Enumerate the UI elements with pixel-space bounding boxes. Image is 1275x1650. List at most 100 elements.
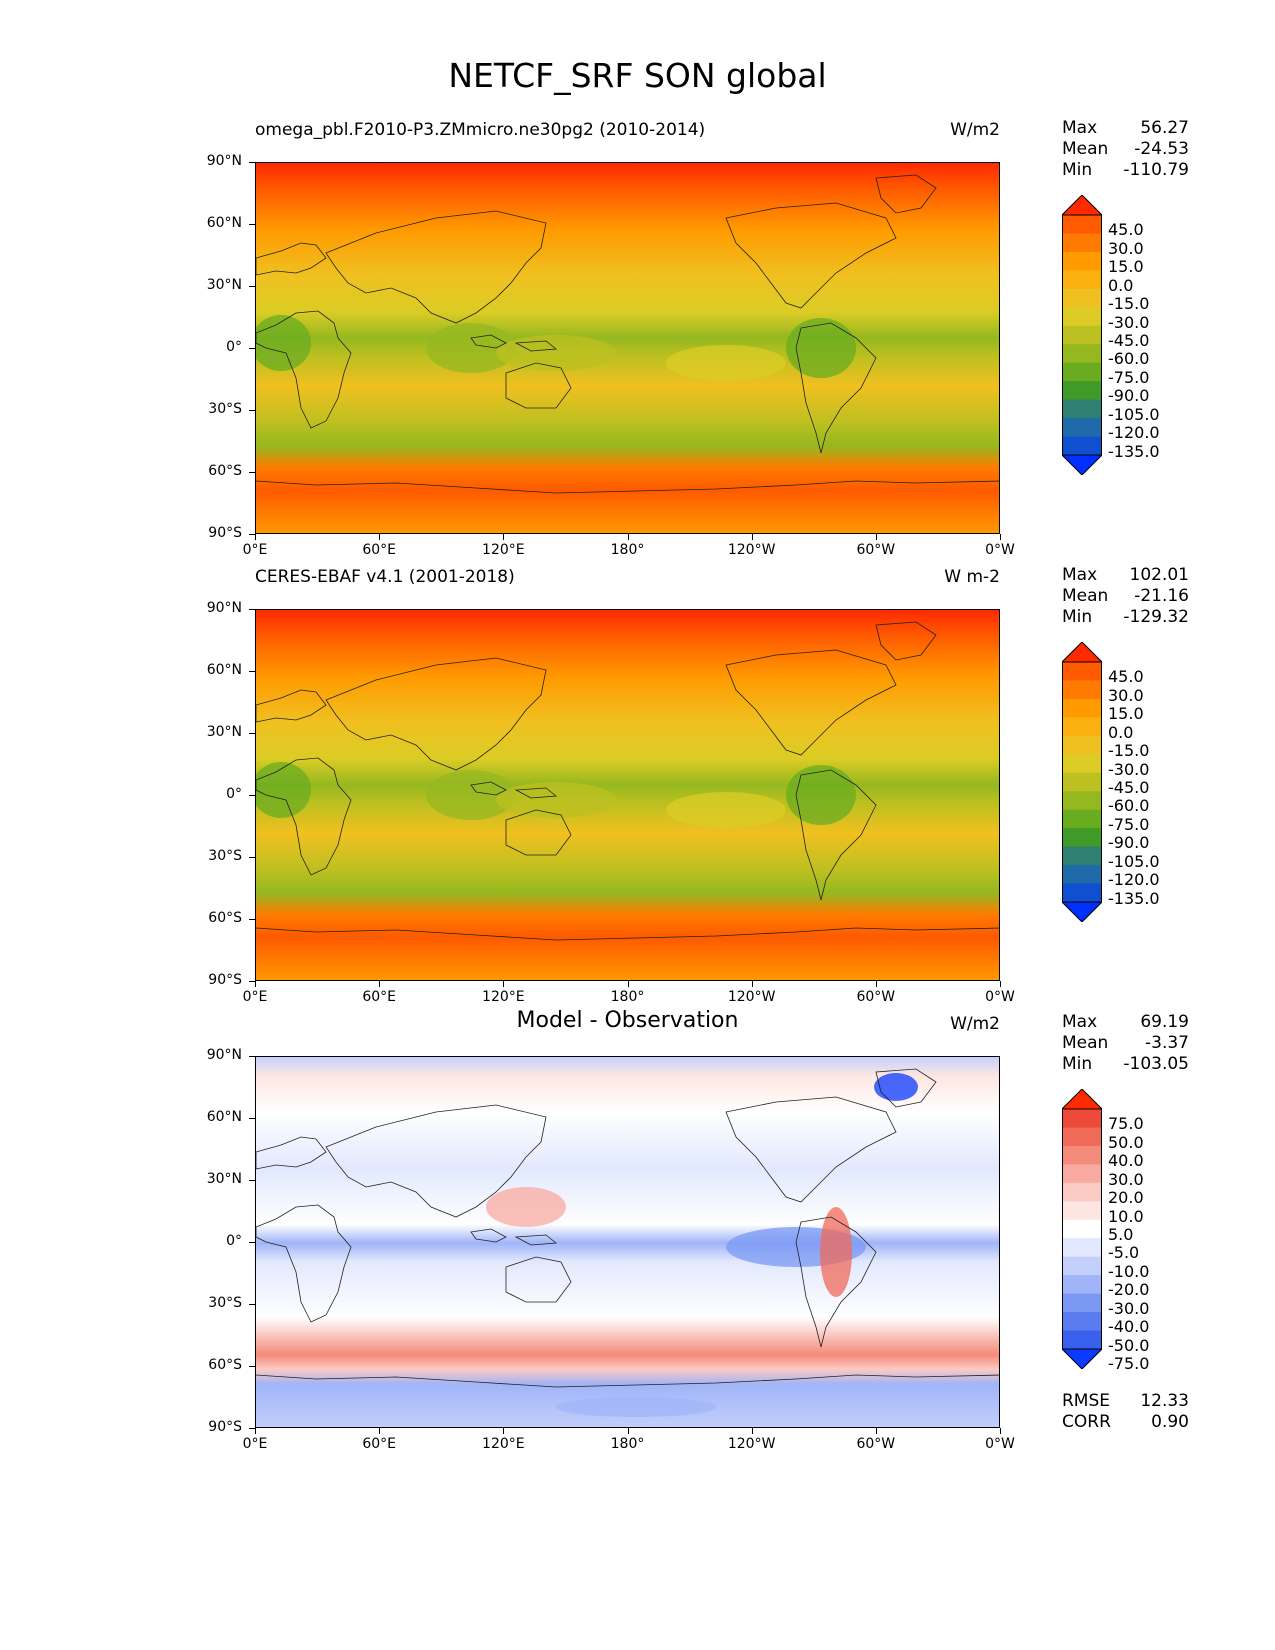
colorbar-segment xyxy=(1062,1238,1102,1258)
stat-value: -103.05 xyxy=(1123,1054,1189,1074)
lon-tick-mark xyxy=(503,981,505,987)
coastline xyxy=(256,1136,327,1170)
stat-row: RMSE 12.33 xyxy=(1062,1391,1189,1412)
colorbar-extend-min xyxy=(1062,1348,1102,1369)
stat-label: Mean xyxy=(1062,586,1109,606)
colorbar-tick-label: 75.0 xyxy=(1108,1114,1144,1134)
lon-tick-label: 120°E xyxy=(482,989,525,1005)
lat-tick-label: 30°N xyxy=(206,1171,242,1187)
lon-tick-mark xyxy=(503,1428,505,1434)
stat-label: CORR xyxy=(1062,1412,1111,1432)
lon-tick-label: 180° xyxy=(610,989,645,1005)
lon-tick-label: 120°E xyxy=(482,1436,525,1452)
lat-tick-mark xyxy=(249,1242,255,1243)
stat-label: Mean xyxy=(1062,1033,1109,1053)
coastline xyxy=(256,1374,999,1388)
field-shading xyxy=(256,163,999,533)
colorbar-segment xyxy=(1062,381,1102,401)
coastline xyxy=(256,927,999,941)
colorbar-tick-label: 10.0 xyxy=(1108,1206,1144,1226)
colorbar-segment xyxy=(1062,865,1102,885)
colorbar-tick-label: 50.0 xyxy=(1108,1132,1144,1152)
colorbar-segment xyxy=(1062,698,1102,718)
stat-label: Max xyxy=(1062,1012,1098,1032)
lat-tick-mark xyxy=(249,981,255,982)
colorbar-segment xyxy=(1062,1293,1102,1313)
stat-row: Max 69.19 xyxy=(1062,1012,1189,1033)
colorbar-tick-label: -75.0 xyxy=(1108,814,1150,834)
stats-block: Max 69.19 Mean -3.37 Min -103.05 xyxy=(1062,1012,1189,1075)
map-canvas xyxy=(256,163,999,533)
colorbar-tick-label: -30.0 xyxy=(1108,312,1150,332)
lat-tick-label: 30°S xyxy=(208,401,242,417)
panel-title: omega_pbl.F2010-P3.ZMmicro.ne30pg2 (2010… xyxy=(255,120,706,140)
field-anomaly-blob xyxy=(486,1187,566,1227)
stat-value: 56.27 xyxy=(1140,118,1189,138)
colorbar-tick-label: 15.0 xyxy=(1108,704,1144,724)
lat-tick-mark xyxy=(249,671,255,672)
stat-row: Min -110.79 xyxy=(1062,160,1189,181)
stat-value: 69.19 xyxy=(1140,1012,1189,1032)
stat-row: Min -129.32 xyxy=(1062,607,1189,628)
colorbar-tick-label: -5.0 xyxy=(1108,1243,1140,1263)
lat-tick-label: 90°N xyxy=(206,153,242,169)
coastline xyxy=(514,340,558,352)
colorbar-tick-label: 40.0 xyxy=(1108,1151,1144,1171)
field-anomaly-blob xyxy=(426,323,516,373)
stat-value: -24.53 xyxy=(1134,139,1189,159)
lon-tick-mark xyxy=(875,1428,877,1434)
coastline xyxy=(505,1256,572,1303)
observation-panel: CERES-EBAF v4.1 (2001-2018) W m-2 90°N 60°N… xyxy=(0,559,1275,1029)
coastline xyxy=(725,202,897,309)
coastline xyxy=(256,1204,352,1323)
lat-tick-mark xyxy=(249,1428,255,1429)
colorbar-segment xyxy=(1062,883,1102,903)
colorbar-segment xyxy=(1062,307,1102,327)
lon-tick-label: 60°E xyxy=(362,542,396,558)
error-stats: RMSE 12.33 CORR 0.90 xyxy=(1062,1391,1189,1433)
colorbar-tick-label: -60.0 xyxy=(1108,349,1150,369)
colorbar-tick-label: -105.0 xyxy=(1108,404,1160,424)
colorbar-tick-label: -15.0 xyxy=(1108,294,1150,314)
lon-tick-label: 0°E xyxy=(242,1436,268,1452)
colorbar-segment xyxy=(1062,735,1102,755)
lon-tick-mark xyxy=(255,1428,256,1434)
lat-tick-label: 0° xyxy=(226,786,242,802)
lat-tick-label: 90°S xyxy=(208,1419,242,1435)
colorbar-segment xyxy=(1062,399,1102,419)
lat-tick-label: 60°N xyxy=(206,1109,242,1125)
lon-tick-label: 0°E xyxy=(242,542,268,558)
field-anomaly-blob xyxy=(496,335,616,371)
colorbar-tick-label: -30.0 xyxy=(1108,759,1150,779)
field-anomaly-blob xyxy=(786,765,856,825)
stat-row: CORR 0.90 xyxy=(1062,1412,1189,1433)
lat-tick-label: 0° xyxy=(226,1233,242,1249)
stat-row: Mean -21.16 xyxy=(1062,586,1189,607)
lat-tick-mark xyxy=(249,1304,255,1305)
coastline xyxy=(875,1068,937,1108)
coastline xyxy=(505,362,572,409)
stat-value: 102.01 xyxy=(1129,565,1189,585)
lon-tick-label: 60°W xyxy=(856,542,896,558)
colorbar-segment xyxy=(1062,1201,1102,1221)
lon-tick-mark xyxy=(379,1428,381,1434)
colorbar-tick-label: 15.0 xyxy=(1108,257,1144,277)
colorbar-tick-label: 30.0 xyxy=(1108,238,1144,258)
coastline xyxy=(725,1096,897,1203)
colorbar-tick-label: 30.0 xyxy=(1108,685,1144,705)
colorbar-tick-label: -120.0 xyxy=(1108,423,1160,443)
colorbar-tick-label: -50.0 xyxy=(1108,1335,1150,1355)
colorbar-segment xyxy=(1062,325,1102,345)
lon-tick-label: 60°E xyxy=(362,989,396,1005)
stat-row: Mean -3.37 xyxy=(1062,1033,1189,1054)
colorbar-segment xyxy=(1062,754,1102,774)
stat-value: -21.16 xyxy=(1134,586,1189,606)
field-anomaly-blob xyxy=(556,1397,716,1417)
lon-tick-mark xyxy=(379,981,381,987)
lon-tick-mark xyxy=(1000,534,1001,540)
lat-tick-mark xyxy=(249,472,255,473)
colorbar-tick-label: 20.0 xyxy=(1108,1188,1144,1208)
coastline xyxy=(795,769,877,901)
lon-tick-label: 60°W xyxy=(856,1436,896,1452)
coastline xyxy=(325,210,547,324)
